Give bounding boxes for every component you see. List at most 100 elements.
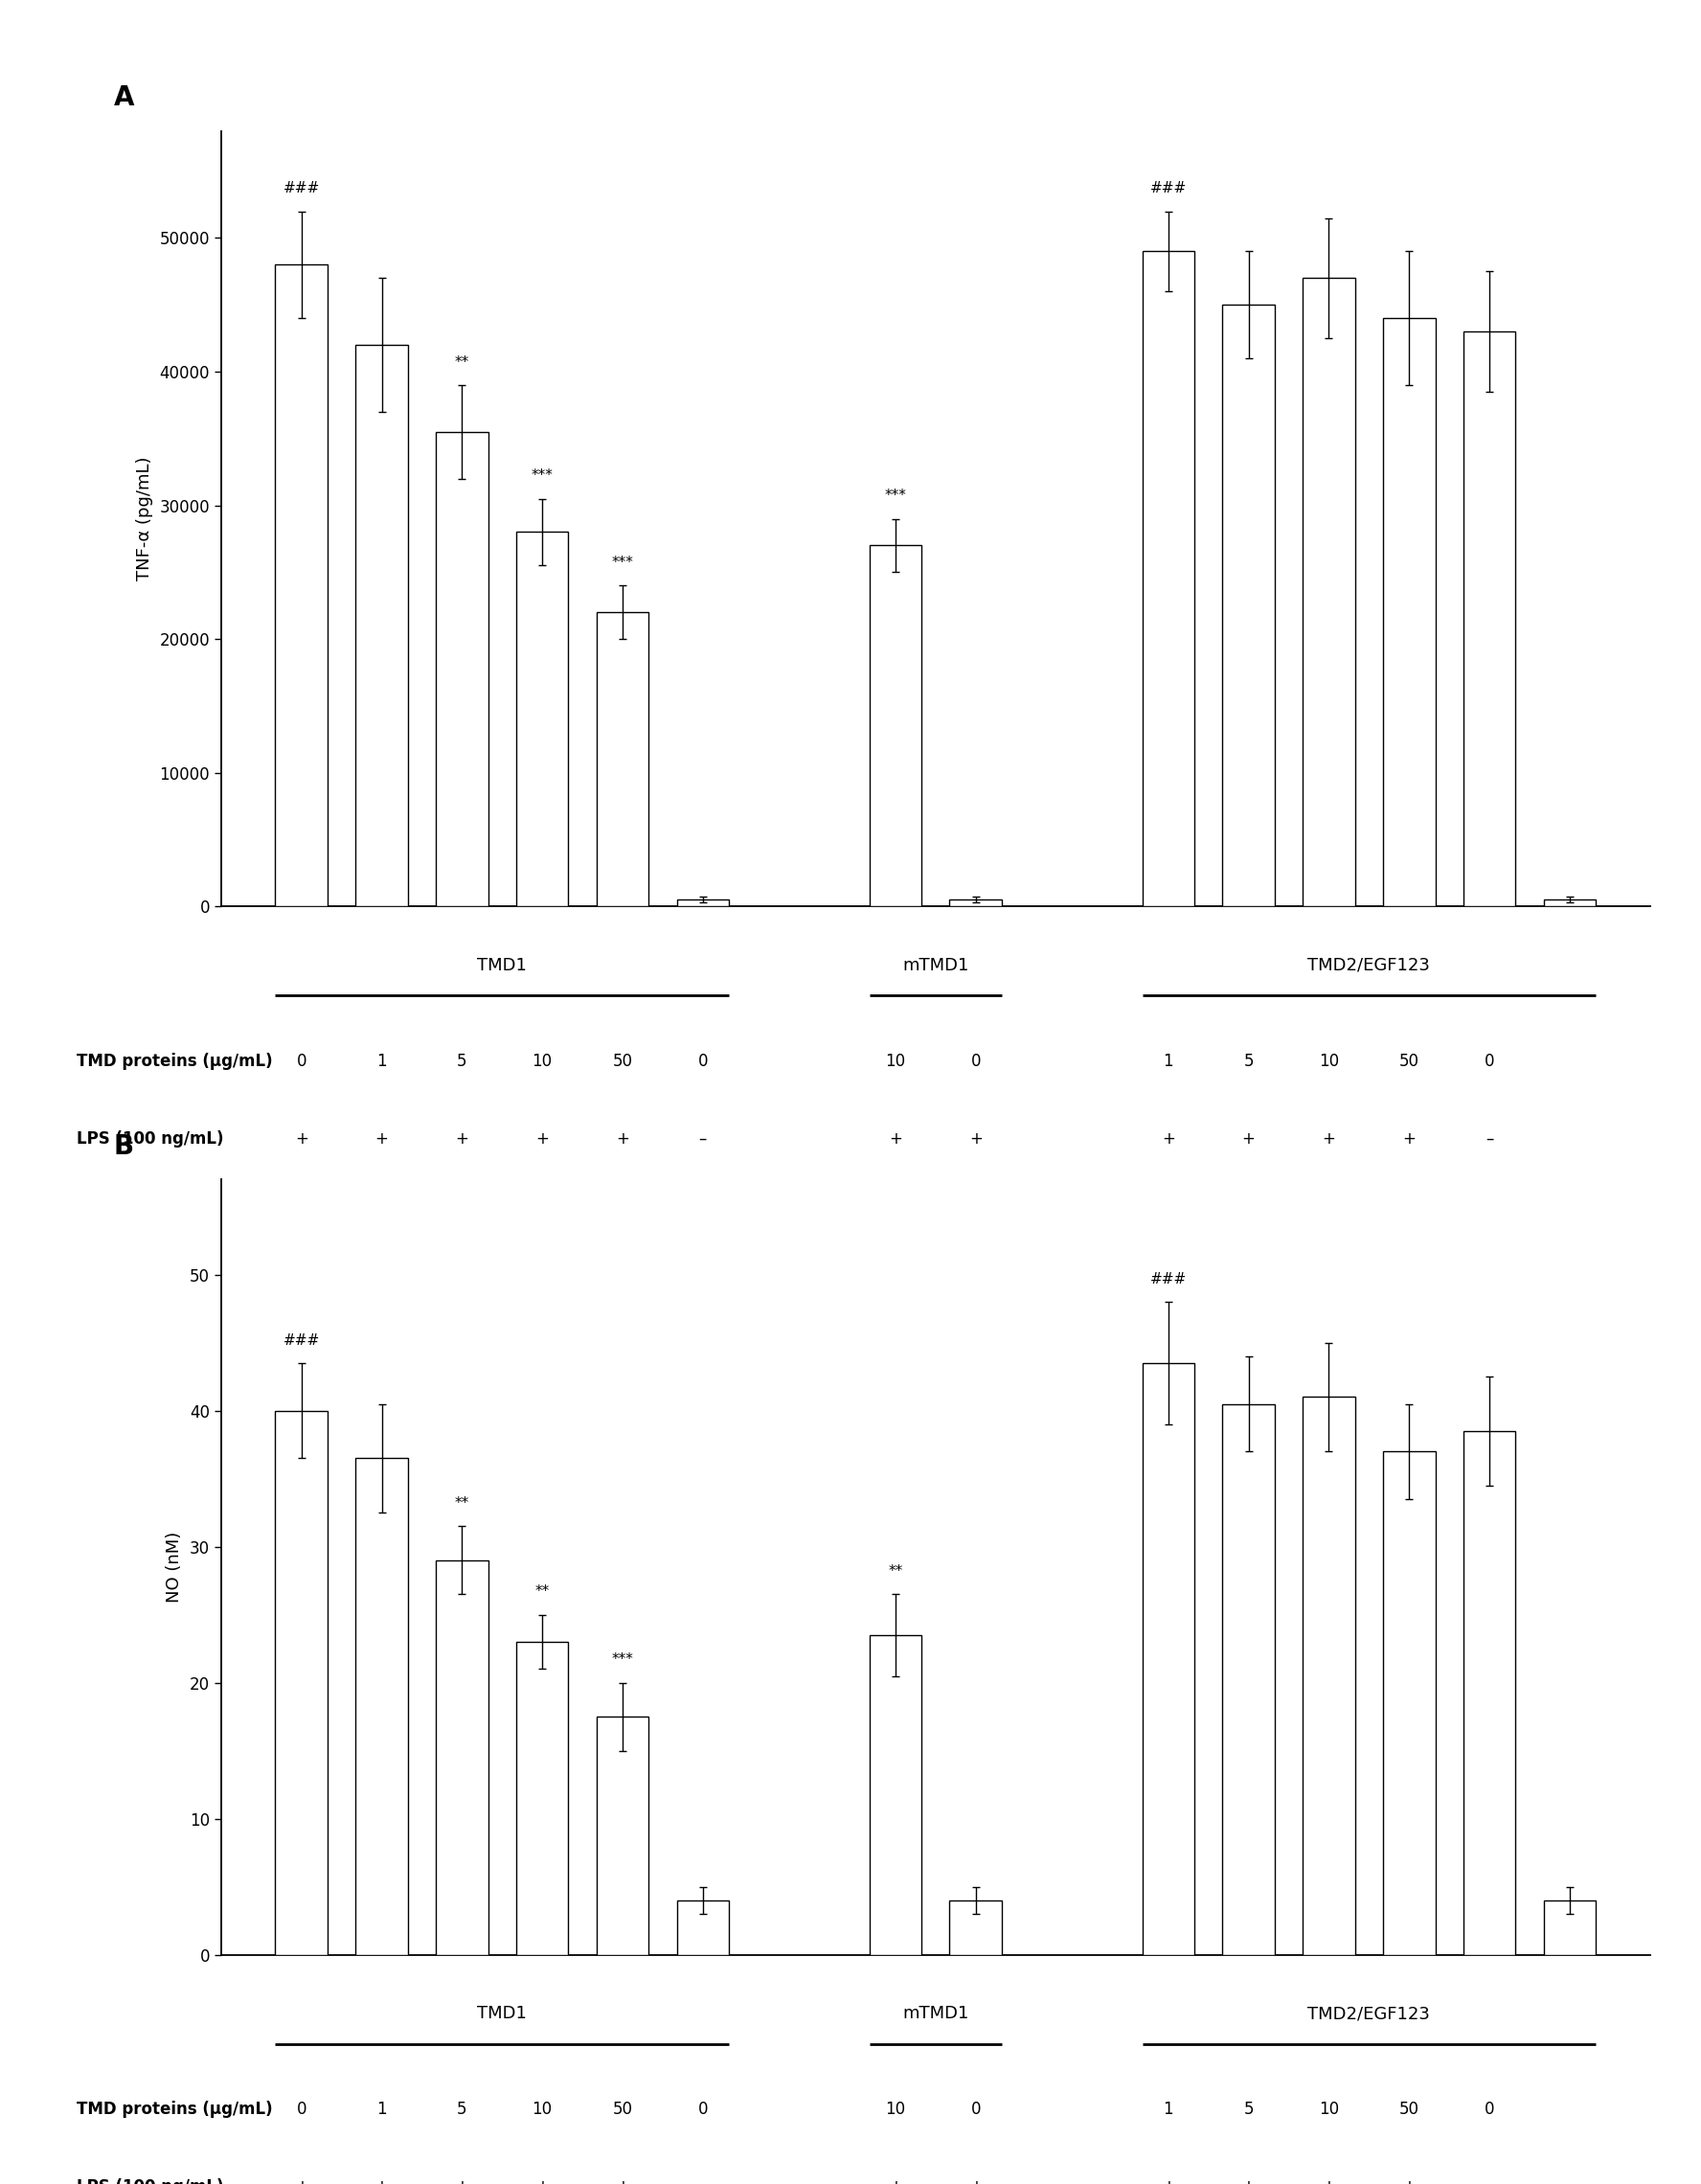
Text: +: +: [536, 2180, 549, 2184]
Text: +: +: [1322, 1131, 1335, 1147]
Bar: [869, 546, 922, 906]
Text: +: +: [456, 2180, 468, 2184]
Text: **: **: [888, 1564, 903, 1579]
Bar: [515, 1642, 568, 1955]
Text: 50: 50: [612, 2101, 633, 2118]
Text: ###: ###: [282, 1332, 320, 1348]
Text: +: +: [616, 2180, 629, 2184]
Text: ###: ###: [1150, 181, 1187, 197]
Text: **: **: [534, 1586, 549, 1599]
Text: +: +: [456, 1131, 468, 1147]
Text: 5: 5: [458, 1053, 468, 1070]
Text: +: +: [616, 1131, 629, 1147]
Text: A: A: [114, 85, 134, 111]
Bar: [515, 533, 568, 906]
Text: +: +: [1403, 2180, 1415, 2184]
Y-axis label: NO (nM): NO (nM): [165, 1531, 184, 1603]
Bar: [356, 345, 408, 906]
Bar: [677, 900, 728, 906]
Bar: [1463, 1431, 1516, 1955]
Text: +: +: [1403, 1131, 1415, 1147]
Text: –: –: [1485, 2180, 1493, 2184]
Bar: [1303, 1398, 1356, 1955]
Text: +: +: [374, 2180, 388, 2184]
Text: 10: 10: [532, 1053, 553, 1070]
Text: 5: 5: [458, 2101, 468, 2118]
Text: +: +: [888, 2180, 902, 2184]
Text: 5: 5: [1243, 1053, 1254, 1070]
Text: TMD1: TMD1: [478, 957, 527, 974]
Text: 5: 5: [1243, 2101, 1254, 2118]
Text: +: +: [374, 1131, 388, 1147]
Text: 10: 10: [885, 2101, 905, 2118]
Text: TMD1: TMD1: [478, 2005, 527, 2022]
Text: 10: 10: [532, 2101, 553, 2118]
Bar: [356, 1459, 408, 1955]
Bar: [1303, 277, 1356, 906]
Text: LPS (100 ng/mL): LPS (100 ng/mL): [77, 2180, 223, 2184]
Text: ***: ***: [531, 470, 553, 483]
Text: ***: ***: [612, 1653, 633, 1666]
Text: +: +: [1242, 1131, 1255, 1147]
Bar: [597, 612, 648, 906]
Text: 10: 10: [1318, 2101, 1339, 2118]
Text: ###: ###: [1150, 1271, 1187, 1286]
Bar: [435, 1559, 488, 1955]
Text: –: –: [1485, 1131, 1493, 1147]
Text: TMD proteins (μg/mL): TMD proteins (μg/mL): [77, 1053, 272, 1070]
Text: TMD2/EGF123: TMD2/EGF123: [1308, 957, 1431, 974]
Text: +: +: [294, 1131, 308, 1147]
Text: +: +: [888, 1131, 902, 1147]
Text: 0: 0: [971, 1053, 981, 1070]
Bar: [435, 432, 488, 906]
Text: 1: 1: [376, 2101, 386, 2118]
Text: B: B: [114, 1133, 134, 1160]
Text: TMD proteins (μg/mL): TMD proteins (μg/mL): [77, 2101, 272, 2118]
Text: ***: ***: [885, 489, 907, 502]
Text: –: –: [699, 1131, 708, 1147]
Bar: [597, 1717, 648, 1955]
Text: mTMD1: mTMD1: [902, 2005, 970, 2022]
Text: ###: ###: [282, 181, 320, 197]
Bar: [1223, 1404, 1274, 1955]
Bar: [1543, 900, 1596, 906]
Bar: [869, 1636, 922, 1955]
Bar: [1143, 1363, 1194, 1955]
Bar: [276, 264, 328, 906]
Text: ***: ***: [612, 555, 633, 570]
Text: +: +: [1242, 2180, 1255, 2184]
Bar: [1383, 1452, 1436, 1955]
Text: LPS (100 ng/mL): LPS (100 ng/mL): [77, 1131, 223, 1147]
Text: 1: 1: [1163, 2101, 1174, 2118]
Text: –: –: [699, 2180, 708, 2184]
Text: **: **: [454, 1496, 469, 1511]
Text: TMD2/EGF123: TMD2/EGF123: [1308, 2005, 1431, 2022]
Text: 0: 0: [296, 2101, 306, 2118]
Y-axis label: TNF-α (pg/mL): TNF-α (pg/mL): [136, 456, 153, 581]
Text: mTMD1: mTMD1: [902, 957, 970, 974]
Text: 50: 50: [1400, 1053, 1419, 1070]
Bar: [1223, 306, 1274, 906]
Bar: [1463, 332, 1516, 906]
Text: 10: 10: [885, 1053, 905, 1070]
Text: +: +: [970, 2180, 983, 2184]
Text: 0: 0: [697, 1053, 708, 1070]
Text: 0: 0: [296, 1053, 306, 1070]
Text: 0: 0: [1485, 1053, 1495, 1070]
Bar: [1383, 319, 1436, 906]
Text: +: +: [970, 1131, 983, 1147]
Bar: [677, 1900, 728, 1955]
Text: **: **: [454, 356, 469, 369]
Bar: [276, 1411, 328, 1955]
Text: 0: 0: [697, 2101, 708, 2118]
Text: 10: 10: [1318, 1053, 1339, 1070]
Text: 50: 50: [612, 1053, 633, 1070]
Text: +: +: [294, 2180, 308, 2184]
Text: 1: 1: [1163, 1053, 1174, 1070]
Bar: [949, 1900, 1002, 1955]
Bar: [1143, 251, 1194, 906]
Text: 1: 1: [376, 1053, 386, 1070]
Text: +: +: [1162, 2180, 1175, 2184]
Text: 0: 0: [971, 2101, 981, 2118]
Text: 50: 50: [1400, 2101, 1419, 2118]
